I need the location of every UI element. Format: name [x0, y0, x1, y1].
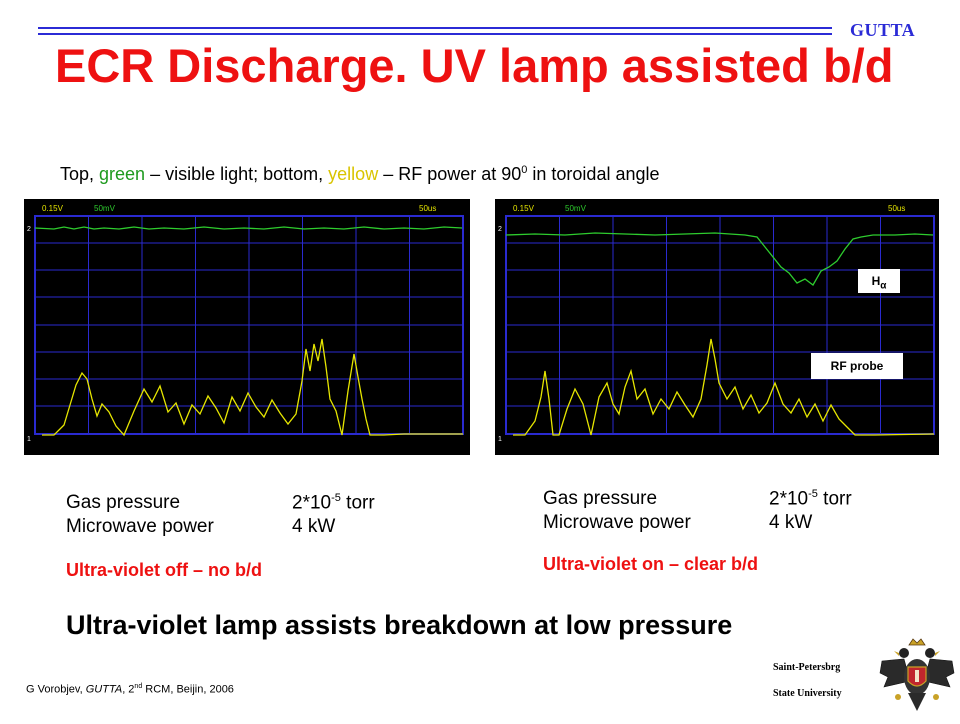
h-alpha-letter: H: [871, 274, 881, 288]
oscilloscope-uv-off-screen: 0.15V 50mV 50us 2 1: [27, 204, 464, 443]
subtitle-part-4: in toroidal angle: [527, 164, 660, 184]
rf-probe-text: RF probe: [830, 359, 884, 373]
scope-ch2-scale: 50mV: [565, 204, 587, 213]
scope-timebase: 50us: [419, 204, 436, 213]
left-microwave-row: Microwave power 4 kW: [66, 515, 375, 539]
left-gas-pressure-row: Gas pressure 2*10-5 torr: [66, 486, 375, 515]
scope-timebase: 50us: [888, 204, 905, 213]
scope-grid: [34, 215, 464, 435]
h-alpha-label: Hα: [858, 269, 900, 293]
microwave-power-value: 4 kW: [292, 516, 336, 538]
subtitle: Top, green – visible light; bottom, yell…: [60, 164, 660, 185]
scope-grid: [505, 215, 935, 435]
footer-citation: G Vorobjev, GUTTA, 2nd RCM, Beijin, 2006: [26, 683, 234, 696]
gas-pressure-exponent: -5: [331, 492, 341, 504]
footer-rest: RCM, Beijin, 2006: [142, 683, 234, 696]
microwave-power-label: Microwave power: [66, 516, 214, 538]
footer-mid: , 2: [122, 683, 135, 696]
header-rule-top: [38, 27, 832, 29]
right-status: Ultra-violet on – clear b/d: [543, 554, 759, 574]
gas-pressure-label: Gas pressure: [66, 492, 181, 514]
microwave-power-label: Microwave power: [543, 512, 691, 534]
subtitle-part-1: Top,: [60, 164, 100, 184]
subtitle-part-2: – visible light; bottom,: [145, 164, 329, 184]
subtitle-degree-sup: 0: [521, 164, 528, 176]
left-parameters: Gas pressure 2*10-5 torr Microwave power 4…: [66, 486, 375, 539]
subtitle-green-word: green: [99, 164, 146, 184]
right-gas-pressure-row: Gas pressure 2*10-5 torr: [543, 482, 852, 511]
page-title: ECR Discharge. UV lamp assisted b/d: [55, 39, 894, 92]
oscilloscope-uv-on: 0.15V 50mV 50us 2 1 Hα RF probe: [495, 199, 939, 455]
rf-probe-label: RF probe: [811, 353, 903, 379]
yellow-trace-rf-power: [513, 338, 935, 436]
scope-ch2-scale: 50mV: [94, 204, 116, 213]
yellow-trace-rf-power: [42, 338, 463, 437]
footer-sup: nd: [134, 683, 143, 690]
oscilloscope-uv-on-screen: 0.15V 50mV 50us 2 1: [498, 204, 935, 443]
gas-pressure-value: 2*10: [292, 492, 332, 514]
right-microwave-row: Microwave power 4 kW: [543, 511, 852, 535]
gas-pressure-value: 2*10: [769, 488, 809, 510]
conclusion-text: Ultra-violet lamp assists breakdown at l…: [66, 610, 733, 640]
subtitle-part-3: – RF power at 90: [378, 164, 522, 184]
footer-project: GUTTA: [85, 683, 123, 696]
scope-ch1-scale: 0.15V: [42, 204, 64, 213]
gas-pressure-unit: torr: [817, 488, 852, 510]
scope-marker-top: 2: [27, 226, 31, 233]
scope-ch1-scale: 0.15V: [513, 204, 535, 213]
double-headed-eagle-emblem-icon: [874, 637, 960, 719]
oscilloscope-uv-off: 0.15V 50mV 50us 2 1: [24, 199, 470, 455]
h-alpha-subscript: α: [880, 280, 887, 292]
microwave-power-value: 4 kW: [769, 512, 813, 534]
gas-pressure-label: Gas pressure: [543, 488, 658, 510]
university-line-2: State University: [773, 688, 842, 699]
gas-pressure-unit: torr: [340, 492, 375, 514]
brand-name: GUTTA: [850, 20, 916, 40]
scope-marker-bottom: 1: [27, 436, 31, 443]
university-line-1: Saint-Petersbrg: [773, 662, 841, 673]
gas-pressure-exponent: -5: [808, 488, 818, 500]
footer-author: G Vorobjev,: [26, 683, 86, 696]
green-trace-visible-light: [505, 232, 934, 286]
scope-marker-top: 2: [498, 226, 502, 233]
header-rule-bottom: [38, 33, 832, 35]
right-parameters: Gas pressure 2*10-5 torr Microwave power 4…: [543, 482, 852, 535]
left-status: Ultra-violet off – no b/d: [66, 560, 262, 580]
scope-marker-bottom: 1: [498, 436, 502, 443]
subtitle-yellow-word: yellow: [328, 164, 379, 184]
green-trace-visible-light: [34, 226, 463, 230]
